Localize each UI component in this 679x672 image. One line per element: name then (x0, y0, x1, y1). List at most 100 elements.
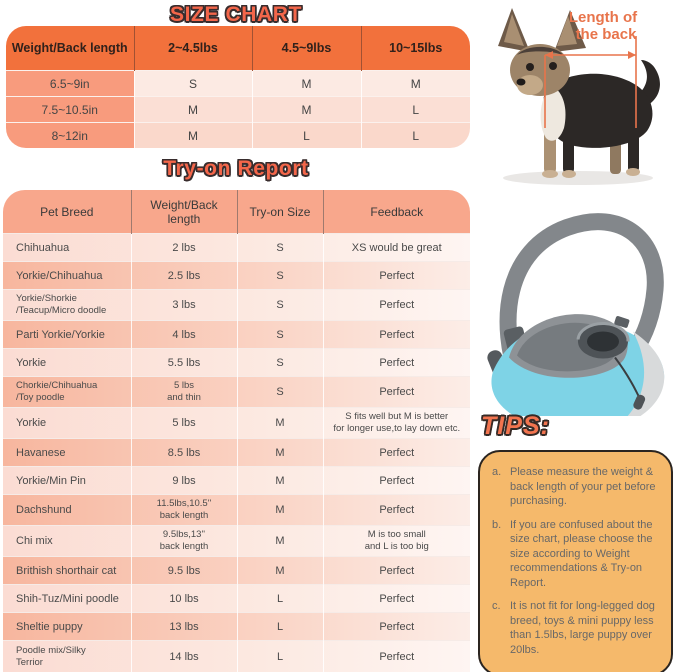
cell-pet-breed: Yorkie/Min Pin (3, 466, 131, 495)
tryon-header-pet-breed: Pet Breed (3, 190, 131, 234)
tip-label: b. (492, 518, 502, 531)
cell-size: L (236, 584, 323, 613)
tryon-row: Chihuahua 2 lbs S XS would be great (3, 232, 470, 262)
cell-size: M (236, 466, 323, 495)
bag-opening-rim (576, 321, 630, 342)
cell-feedback: Perfect (322, 466, 470, 495)
bag-edge-trim (627, 331, 665, 416)
tips-title: TIPS: (481, 412, 550, 440)
cell-feedback: Perfect (322, 348, 470, 377)
tryon-row: Chorkie/Chihuahua /Toy poodle 5 lbs and … (3, 376, 470, 408)
cell-pet-breed: Chi mix (3, 525, 131, 557)
cell-weight: 13 lbs (130, 612, 237, 641)
bag-strap (499, 213, 664, 396)
cell-feedback: Perfect (322, 289, 470, 321)
cell-weight: 10 lbs (130, 584, 237, 613)
cell-size: L (236, 640, 323, 672)
size-value: S (133, 69, 252, 97)
cell-size: M (236, 556, 323, 585)
arrowhead-right (628, 51, 636, 59)
size-header-weight-back: Weight/Back length (6, 26, 134, 71)
cell-feedback: Perfect (322, 376, 470, 408)
cell-size: S (236, 376, 323, 408)
size-chart-title: SIZE CHART (170, 3, 302, 26)
tryon-row: Poodle mix/Silky Terrior 14 lbs L Perfec… (3, 640, 470, 672)
cell-pet-breed: Chihuahua (3, 232, 131, 262)
sling-bag-image (487, 213, 665, 416)
cell-weight: 5 lbs (130, 407, 237, 439)
back-length-measurement (544, 36, 637, 128)
tryon-row: Dachshund 11.5lbs,10.5'' back length M P… (3, 494, 470, 526)
cell-weight: 5.5 lbs (130, 348, 237, 377)
cell-weight: 5 lbs and thin (130, 376, 237, 408)
cell-feedback: Perfect (322, 494, 470, 526)
size-row-label: 7.5~10.5in (6, 96, 134, 123)
tryon-header-feedback: Feedback (322, 190, 470, 234)
size-row-label: 8~12in (6, 122, 134, 148)
tryon-header-size: Try-on Size (236, 190, 323, 234)
cell-size: L (236, 612, 323, 641)
cell-pet-breed: Yorkie (3, 407, 131, 439)
cell-weight: 8.5 lbs (130, 438, 237, 467)
cell-size: S (236, 289, 323, 321)
cell-pet-breed: Dachshund (3, 494, 131, 526)
tip-text: Please measure the weight & back length … (510, 466, 656, 508)
tryon-row: Shih-Tuz/Mini poodle 10 lbs L Perfect (3, 584, 470, 613)
size-row-label: 6.5~9in (6, 69, 134, 97)
tryon-row: Chi mix 9.5lbs,13'' back length M M is t… (3, 525, 470, 557)
size-chart-table: Weight/Back length 2~4.5lbs 4.5~9lbs 10~… (6, 26, 470, 148)
cell-pet-breed: Brithish shorthair cat (3, 556, 131, 585)
cell-pet-breed: Parti Yorkie/Yorkie (3, 320, 131, 349)
size-value: M (133, 96, 252, 123)
cell-feedback: Perfect (322, 438, 470, 467)
cell-weight: 14 lbs (130, 640, 237, 672)
tryon-row: Sheltie puppy 13 lbs L Perfect (3, 612, 470, 641)
size-value: M (251, 96, 361, 123)
size-value: L (251, 122, 361, 148)
cell-feedback: Perfect (322, 320, 470, 349)
cell-size: M (236, 494, 323, 526)
cell-size: M (236, 525, 323, 557)
cell-size: S (236, 348, 323, 377)
cell-feedback: XS would be great (322, 232, 470, 262)
tip-item-b: b. If you are confused about the size ch… (492, 518, 662, 591)
tryon-row: Yorkie/Shorkie /Teacup/Micro doodle 3 lb… (3, 289, 470, 321)
tip-item-c: c. It is not fit for long-legged dog bre… (492, 599, 662, 657)
back-length-annotation-line1: Length of (569, 9, 638, 26)
size-value: L (360, 96, 470, 123)
cell-feedback: S fits well but M is better for longer u… (322, 407, 470, 439)
cell-weight: 11.5lbs,10.5'' back length (130, 494, 237, 526)
cell-size: M (236, 407, 323, 439)
tryon-row: Yorkie/Chihuahua 2.5 lbs S Perfect (3, 261, 470, 290)
cell-feedback: Perfect (322, 584, 470, 613)
arrowhead-left (545, 51, 553, 59)
cell-pet-breed: Poodle mix/Silky Terrior (3, 640, 131, 672)
back-length-annotation-line2: the back (576, 26, 638, 43)
tryon-row: Yorkie/Min Pin 9 lbs M Perfect (3, 466, 470, 495)
bag-clip (614, 316, 630, 328)
tip-label: c. (492, 600, 501, 613)
size-chart-row: 8~12in M L L (6, 122, 470, 148)
size-value: L (360, 122, 470, 148)
cell-pet-breed: Yorkie (3, 348, 131, 377)
size-header-col2: 4.5~9lbs (251, 26, 361, 71)
tryon-row: Havanese 8.5 lbs M Perfect (3, 438, 470, 467)
tryon-report-table: Pet Breed Weight/Back length Try-on Size… (3, 190, 470, 672)
tryon-row: Brithish shorthair cat 9.5 lbs M Perfect (3, 556, 470, 585)
cell-weight: 3 lbs (130, 289, 237, 321)
tryon-row: Yorkie 5.5 lbs S Perfect (3, 348, 470, 377)
size-chart-header-row: Weight/Back length 2~4.5lbs 4.5~9lbs 10~… (6, 26, 470, 71)
size-header-col1: 2~4.5lbs (133, 26, 252, 71)
cell-size: S (236, 261, 323, 290)
tip-text: It is not fit for long-legged dog breed,… (510, 600, 655, 656)
size-value: M (251, 69, 361, 97)
cell-size: S (236, 320, 323, 349)
cell-pet-breed: Havanese (3, 438, 131, 467)
cell-feedback: Perfect (322, 556, 470, 585)
cell-weight: 2.5 lbs (130, 261, 237, 290)
cell-size: S (236, 232, 323, 262)
cell-feedback: Perfect (322, 612, 470, 641)
tryon-report-title: Try-on Report (163, 157, 309, 180)
size-chart-row: 7.5~10.5in M M L (6, 96, 470, 123)
